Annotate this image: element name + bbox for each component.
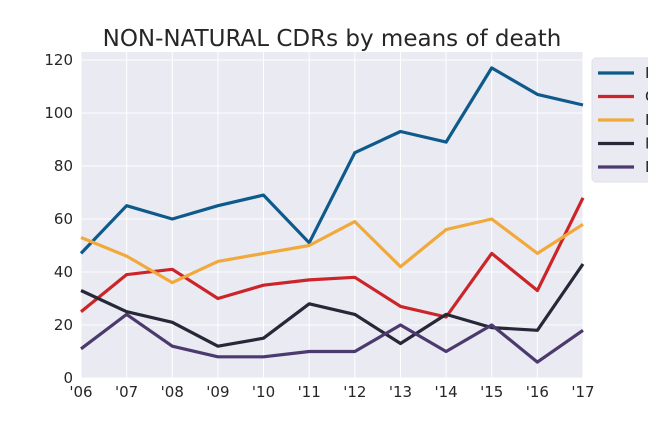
x-tick-label: '06 (69, 383, 92, 401)
series-line (80, 263, 585, 348)
x-tick-label: '12 (343, 383, 366, 401)
x-tick-label: '16 (526, 383, 549, 401)
series-line (80, 217, 584, 285)
plot-background (81, 52, 583, 378)
y-tick-label: 20 (54, 316, 73, 334)
x-tick-label: '08 (161, 383, 184, 401)
x-tick-label: '11 (298, 383, 321, 401)
series-lines (79, 66, 585, 364)
x-tick-label: '07 (115, 383, 138, 401)
x-tick-label: '13 (389, 383, 412, 401)
legend-label: M (645, 135, 648, 153)
y-tick-label: 120 (44, 51, 73, 69)
x-tick-label: '10 (252, 383, 275, 401)
y-tick-label: 80 (54, 157, 73, 175)
legend-label: I (645, 64, 648, 82)
x-tick-label: '14 (434, 383, 457, 401)
x-tick-label: '17 (571, 383, 594, 401)
legend-label: D (645, 158, 648, 176)
y-tick-label: 40 (54, 263, 73, 281)
series-line (79, 197, 585, 319)
legend-label: C (645, 88, 648, 106)
series-line (79, 66, 584, 255)
x-tick-label: '09 (206, 383, 229, 401)
x-axis: '06 '07 '08 '09 '10 '11 '12 '13 '14 '15 '16 '17 (69, 383, 594, 401)
x-tick-label: '15 (480, 383, 503, 401)
chart-title: NON-NATURAL CDRs by means of death (103, 26, 562, 52)
grid-lines (80, 52, 584, 379)
legend-label: I (645, 111, 648, 129)
legend: ICIMD (591, 57, 648, 183)
y-tick-label: 0 (63, 369, 73, 387)
y-tick-label: 100 (44, 104, 73, 122)
y-tick-label: 60 (54, 210, 73, 228)
series-line (80, 312, 584, 364)
y-axis: 0 20 40 60 80 100 120 (44, 51, 73, 387)
